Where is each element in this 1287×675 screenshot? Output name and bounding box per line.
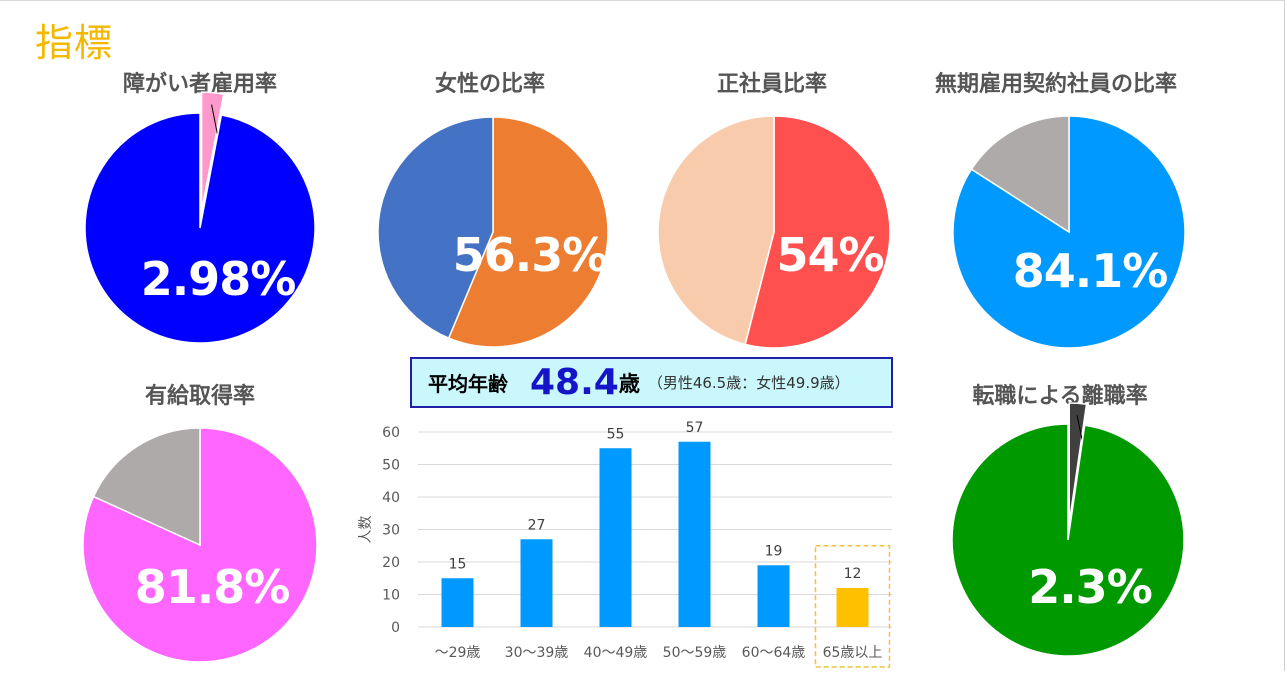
- pie-chart-turnover: [951, 402, 1185, 657]
- pie-chart-female-ratio: [377, 116, 609, 348]
- pie-chart-fulltime-ratio: [657, 115, 891, 349]
- pie-slice-fulltime-ratio-1: [657, 115, 775, 346]
- x-category-label: 50～59歳: [663, 645, 727, 661]
- y-tick-label: 20: [382, 555, 400, 571]
- y-tick-label: 40: [382, 490, 400, 506]
- chart-title-disability: 障がい者雇用率: [122, 72, 277, 97]
- age-distribution-bar-chart: 0 10 20 30 40 50 60 人数 15 ～29歳 27 30～39歳 55 40～49歳 57 5…: [358, 420, 892, 668]
- average-age-label: 平均年齢: [428, 372, 508, 396]
- pie-label-female-ratio: 56.3%: [452, 228, 609, 282]
- pie-slice-turnover-1: [951, 423, 1185, 657]
- y-tick-label: 10: [382, 588, 400, 604]
- y-axis-label: 人数: [358, 516, 374, 544]
- average-age-unit: 歳: [618, 371, 640, 396]
- pie-label-disability: 2.98%: [140, 252, 297, 306]
- pie-slice-female-ratio-0: [447, 116, 609, 348]
- pie-label-turnover: 2.3%: [1028, 560, 1153, 614]
- bar-value-label: 12: [844, 566, 862, 582]
- pie-label-indefinite-contract: 84.1%: [1012, 244, 1169, 298]
- average-age-note: （男性46.5歳：女性49.9歳）: [647, 374, 850, 392]
- pie-slice-indefinite-contract-1: [970, 115, 1070, 234]
- bar-4: [757, 565, 790, 627]
- pie-slice-disability-0: [200, 91, 225, 212]
- chart-title-fulltime-ratio: 正社員比率: [716, 72, 827, 97]
- chart-title-indefinite-contract: 無期雇用契約社員の比率: [934, 72, 1177, 97]
- bar-5: [836, 588, 869, 627]
- bar-value-label: 55: [607, 426, 625, 442]
- x-category-label: ～29歳: [435, 645, 481, 661]
- pie-slice-turnover-0: [1068, 402, 1088, 524]
- chart-title-turnover: 転職による離職率: [972, 384, 1148, 409]
- average-age-box: 平均年齢 48.4 歳 （男性46.5歳：女性49.9歳）: [410, 357, 893, 408]
- bar-value-label: 15: [449, 556, 467, 572]
- y-tick-label: 60: [382, 425, 400, 441]
- pie-slice-female-ratio-1: [377, 116, 494, 340]
- x-category-label: 30～39歳: [505, 645, 569, 661]
- x-category-label: 65歳以上: [823, 645, 883, 661]
- pie-chart-indefinite-contract: [952, 115, 1186, 349]
- bar-value-label: 57: [686, 420, 704, 436]
- bar-1: [520, 539, 553, 627]
- bar-2: [599, 448, 632, 627]
- bar-0: [441, 578, 474, 627]
- highlight-box-65plus: [814, 545, 891, 668]
- pie-slice-fulltime-ratio-0: [744, 115, 891, 349]
- y-tick-label: 0: [391, 620, 400, 636]
- y-tick-label: 30: [382, 523, 400, 539]
- page-title: 指標: [35, 21, 114, 65]
- y-tick-label: 50: [382, 458, 400, 474]
- x-category-label: 60～64歳: [742, 645, 806, 661]
- pie-chart-paid-leave: [82, 427, 318, 663]
- pie-slice-paid-leave-1: [92, 427, 201, 547]
- pie-slice-disability-1: [84, 112, 316, 344]
- chart-title-female-ratio: 女性の比率: [434, 72, 545, 97]
- pie-chart-disability: [84, 91, 316, 344]
- bar-3: [678, 441, 711, 627]
- bar-value-label: 19: [765, 543, 783, 559]
- pie-label-fulltime-ratio: 54%: [776, 228, 884, 282]
- x-category-label: 40～49歳: [584, 645, 648, 661]
- average-age-value: 48.4: [530, 362, 619, 403]
- chart-title-paid-leave: 有給取得率: [144, 384, 255, 409]
- pie-label-paid-leave: 81.8%: [134, 560, 291, 614]
- bar-value-label: 27: [528, 517, 546, 533]
